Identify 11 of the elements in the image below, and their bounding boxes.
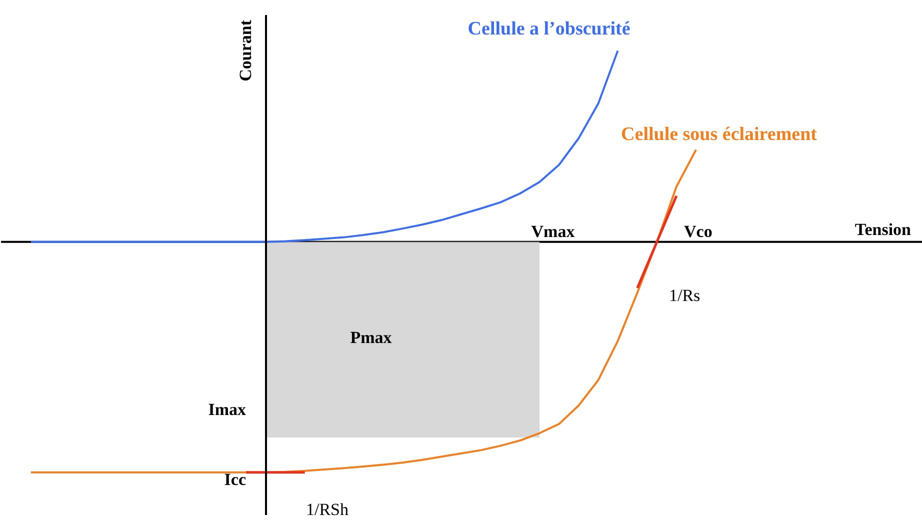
annotation: 1/Rs [669,286,700,305]
annotation: 1/RSh [306,500,350,519]
y-axis-title: Courant [236,20,255,82]
annotation: Vco [684,222,712,241]
annotation: Imax [208,400,246,419]
text: Tension [854,220,912,239]
series-label: Cellule sous éclairement [621,124,818,145]
annotation: Vmax [531,222,576,241]
annotation: Pmax [350,328,392,347]
annotation: Icc [224,470,246,489]
series-label: Cellule a l’obscurité [468,18,630,40]
